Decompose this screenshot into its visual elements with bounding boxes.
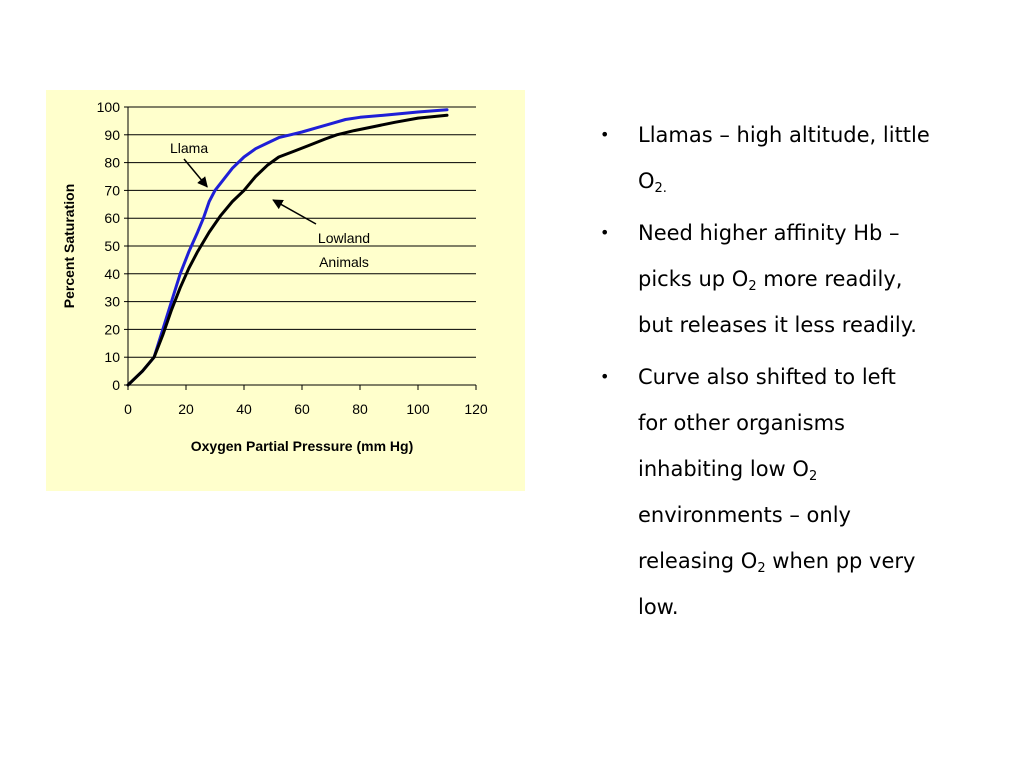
y-tick-label: 40 xyxy=(104,266,120,282)
annotation-lowland-label: Animals xyxy=(319,254,369,270)
bullet-text: more readily, but releases it less readi… xyxy=(638,267,917,337)
bullet-dot-icon: • xyxy=(600,125,610,144)
series-line-lowland-animals xyxy=(126,113,449,387)
annotation-lowland-label: Lowland xyxy=(318,230,370,246)
annotation-llama-arrow xyxy=(183,158,208,188)
y-axis-title: Percent Saturation xyxy=(61,184,77,308)
subscript: 2. xyxy=(654,181,667,196)
y-tick-label: 20 xyxy=(104,321,120,337)
bullet-item: • Llamas – high altitude, little O2. xyxy=(600,112,930,204)
bullet-text: Need higher affinity Hb – picks up O xyxy=(638,221,900,291)
x-tick-label: 40 xyxy=(236,401,252,417)
bullet-item: • Need higher affinity Hb – picks up O2 … xyxy=(600,210,930,348)
series-line-llama xyxy=(126,108,449,387)
subscript: 2 xyxy=(748,279,757,294)
bullet-item: • Curve also shifted to left for other o… xyxy=(600,354,930,630)
bullet-list: • Llamas – high altitude, little O2. • N… xyxy=(600,112,930,636)
x-tick-label: 0 xyxy=(124,401,132,417)
x-tick-label: 20 xyxy=(178,401,194,417)
subscript: 2 xyxy=(757,561,766,576)
y-tick-label: 50 xyxy=(104,238,120,254)
y-tick-label: 80 xyxy=(104,155,120,171)
x-tick-label: 60 xyxy=(294,401,310,417)
y-tick-label: 70 xyxy=(104,182,120,198)
bullet-text: Llamas – high altitude, little O xyxy=(638,123,930,193)
x-tick-label: 80 xyxy=(352,401,368,417)
y-tick-label: 90 xyxy=(104,127,120,143)
bullet-text: Curve also shifted to left for other org… xyxy=(638,365,896,481)
annotation-llama-label: Llama xyxy=(170,140,208,156)
x-tick-label: 120 xyxy=(464,401,488,417)
annotation-lowland-arrow xyxy=(272,199,317,225)
bullet-text: when pp very low. xyxy=(638,549,916,619)
y-tick-label: 30 xyxy=(104,294,120,310)
bullet-text: environments – only releasing O xyxy=(638,503,851,573)
bullet-dot-icon: • xyxy=(600,223,610,242)
chart-panel: 0 10 20 30 40 50 60 70 80 90 100 0 20 40 60 80 100 120 Ll… xyxy=(46,90,525,491)
y-tick-label: 100 xyxy=(97,99,121,115)
bullet-dot-icon: • xyxy=(600,367,610,386)
y-tick-label: 10 xyxy=(104,349,120,365)
x-axis-title: Oxygen Partial Pressure (mm Hg) xyxy=(191,438,414,454)
subscript: 2 xyxy=(808,469,818,484)
y-tick-label: 0 xyxy=(112,377,120,393)
y-tick-label: 60 xyxy=(104,210,120,226)
x-tick-label: 100 xyxy=(406,401,430,417)
oxygen-saturation-chart: 0 10 20 30 40 50 60 70 80 90 100 0 20 40 60 80 100 120 Ll… xyxy=(61,99,488,454)
